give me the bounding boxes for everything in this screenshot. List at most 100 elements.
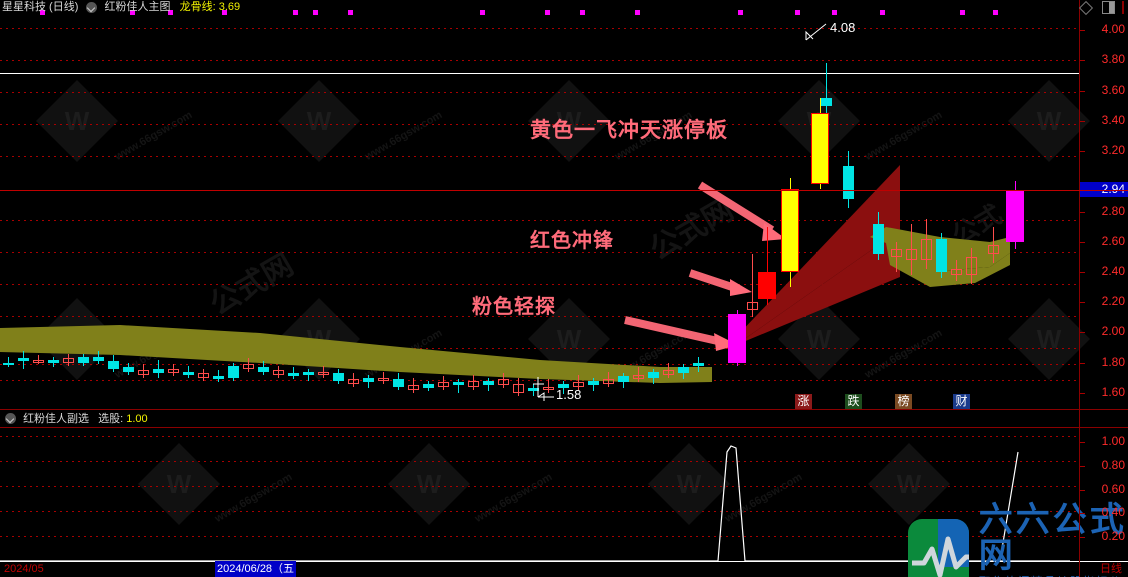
- candle-body: [617, 376, 629, 383]
- candle-body: [542, 386, 554, 390]
- candlestick: [107, 355, 119, 372]
- candle-body: [422, 383, 434, 389]
- candle-body: [197, 373, 209, 378]
- price-axis-tick: [1080, 90, 1085, 92]
- candle-body: [137, 370, 149, 375]
- candle-body: [467, 380, 479, 387]
- divider-icon: [1122, 1, 1124, 14]
- candle-body: [347, 379, 359, 384]
- price-axis-label: 1.80: [1101, 354, 1125, 369]
- price-axis-tick: [1080, 392, 1085, 394]
- candle-body: [872, 223, 884, 254]
- candle-body: [602, 379, 614, 384]
- date-selected: 2024/06/28（五: [215, 561, 297, 577]
- price-axis-tick: [1080, 362, 1085, 364]
- candlestick: [122, 362, 134, 375]
- candle-body: [107, 361, 119, 369]
- candlestick: [242, 358, 254, 372]
- main-price-panel[interactable]: 4.08 1.58: [0, 15, 1080, 408]
- candle-body: [497, 379, 509, 386]
- candle-body: [677, 367, 689, 374]
- candle-body: [890, 249, 902, 257]
- candle-wick: [970, 247, 972, 285]
- chevron-down-icon-sub[interactable]: [5, 413, 16, 424]
- candlestick: [452, 379, 464, 393]
- price-axis-label: 2.60: [1101, 233, 1125, 248]
- price-axis-label: 2.40: [1101, 263, 1125, 278]
- candlestick: [257, 361, 269, 375]
- candlestick: [212, 370, 224, 383]
- sub-axis-label: 0.20: [1101, 529, 1125, 544]
- sub-metric-label: 选股:: [98, 413, 124, 425]
- price-axis-tick: [1080, 271, 1085, 273]
- candlestick: [152, 359, 164, 378]
- panel-divider-top: [0, 409, 1128, 410]
- candlestick: [422, 380, 434, 392]
- candle-body: [987, 244, 999, 254]
- dragon-line: [0, 73, 1080, 74]
- price-axis-tick: [1080, 211, 1085, 213]
- candle-body: [167, 368, 179, 374]
- candle-body: [317, 371, 329, 375]
- sub-axis-tick: [1080, 537, 1085, 539]
- low-price-value: 1.58: [556, 387, 582, 402]
- candle-wick: [751, 253, 753, 318]
- candle-body: [407, 385, 419, 390]
- candlestick: [512, 377, 524, 396]
- quick-button-down[interactable]: 跌: [845, 394, 862, 409]
- candlestick: [542, 379, 554, 393]
- candlestick: [137, 364, 149, 378]
- price-axis-label: 2.80: [1101, 203, 1125, 218]
- candle-body: [212, 376, 224, 380]
- sub-axis-tick: [1080, 489, 1085, 491]
- quick-button-finance[interactable]: 财: [953, 394, 970, 409]
- window-controls: [1078, 0, 1124, 16]
- candlestick: [965, 247, 977, 285]
- price-axis-label: 3.40: [1101, 112, 1125, 127]
- candlestick: [728, 309, 746, 366]
- quick-button-rank[interactable]: 榜: [895, 394, 912, 409]
- candle-body: [437, 382, 449, 387]
- candle-body: [62, 358, 74, 363]
- current-price-badge: 2.94: [1080, 182, 1128, 198]
- candle-wick: [472, 374, 474, 390]
- candle-body: [842, 166, 854, 200]
- quick-button-up[interactable]: 涨: [795, 394, 812, 409]
- candlestick: [197, 368, 209, 381]
- diamond-icon[interactable]: [1078, 0, 1093, 16]
- candle-body: [920, 238, 932, 260]
- annotation-red-charge: 红色冲锋: [530, 230, 614, 252]
- candle-wick: [172, 364, 174, 377]
- candle-body: [332, 373, 344, 381]
- candlestick: [842, 151, 854, 209]
- candlestick: [987, 226, 999, 263]
- candle-body: [227, 365, 239, 378]
- annotation-pink-probe: 粉色轻探: [472, 296, 556, 318]
- candle-body: [47, 359, 59, 363]
- sub-indicator-name[interactable]: 红粉佳人副选: [23, 413, 90, 425]
- candle-wick: [502, 373, 504, 389]
- candle-body: [77, 356, 89, 363]
- chevron-down-icon[interactable]: [86, 2, 98, 13]
- chart-title-bar: 星星科技 (日线) 红粉佳人主图 龙骨线: 3.69: [0, 0, 1128, 16]
- candle-wick: [895, 241, 897, 272]
- candle-wick: [307, 368, 309, 381]
- split-window-icon[interactable]: [1101, 1, 1115, 14]
- candlestick: [467, 374, 479, 390]
- price-axis-tick: [1080, 60, 1085, 62]
- candle-body: [965, 256, 977, 275]
- candlestick: [920, 219, 932, 269]
- date-axis[interactable]: 2024/05 2024/06/28（五 日线: [0, 561, 1128, 577]
- main-indicator-name[interactable]: 红粉佳人主图: [104, 1, 171, 13]
- candle-body: [811, 113, 829, 185]
- candlestick: [647, 368, 659, 384]
- candlestick: [617, 373, 629, 389]
- candlestick: [872, 211, 884, 260]
- candlestick: [890, 241, 902, 272]
- candlestick: [167, 364, 179, 377]
- candle-body: [122, 367, 134, 372]
- candle-body: [647, 371, 659, 378]
- candle-body: [272, 370, 284, 375]
